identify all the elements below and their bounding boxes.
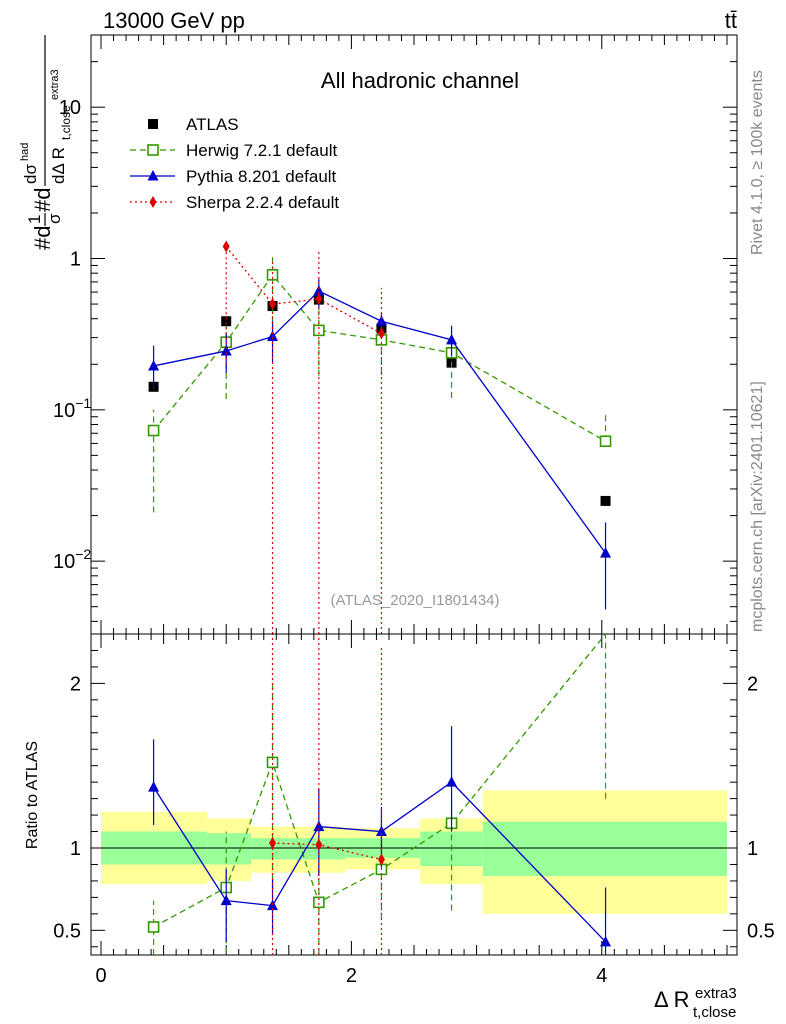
- main-sherpa-point: [377, 327, 385, 340]
- main-atlas-point: [221, 316, 232, 327]
- x-axis-label-main: Δ R: [654, 987, 689, 1012]
- main-pythia-point: [313, 284, 325, 296]
- main-pythia-point: [148, 359, 160, 371]
- ratio-panel: 0.5 0.5 1 1 2 2 0 2 4 Ratio to ATLAS Δ R extra3 …: [24, 633, 775, 1021]
- ratio-pythia-point: [148, 781, 160, 792]
- ratio-y-tick-label: 1: [70, 838, 81, 860]
- x-tick-label: 4: [596, 965, 607, 987]
- main-herwig-point: [266, 269, 279, 281]
- svg-text:σ: σ: [45, 213, 64, 224]
- band-green: [251, 838, 346, 860]
- x-tick-label: 2: [346, 965, 357, 987]
- main-panel: 10−2 10−1 1 10 All hadronic channel (ATLAS_…: [19, 34, 738, 635]
- legend-marker: [149, 196, 157, 208]
- ratio-pythia-point: [220, 894, 232, 906]
- legend-marker: [148, 119, 158, 129]
- x-tick-label: 0: [95, 965, 106, 987]
- main-pythia-point: [267, 330, 279, 342]
- main-herwig-point: [147, 424, 160, 437]
- main-sherpa-point: [315, 293, 323, 306]
- side-label-mcplots: mcplots.cern.ch [arXiv:2401.10621]: [749, 381, 766, 632]
- legend-label: Sherpa 2.2.4 default: [186, 193, 339, 212]
- ratio-series-layer: [147, 633, 612, 955]
- main-axis-ticks: 10−2 10−1 1 10: [53, 34, 737, 634]
- ratio-y-tick-label-right: 0.5: [747, 920, 775, 942]
- ratio-pythia-point: [313, 820, 325, 832]
- main-pythia-point: [446, 333, 458, 345]
- main-y-axis-label: #d 1 σ #d dσ had dΔ R t,close extra3: [19, 35, 73, 250]
- ratio-pythia-point: [600, 935, 612, 947]
- watermark: (ATLAS_2020_I1801434): [330, 592, 499, 609]
- ratio-pythia-point: [446, 776, 458, 787]
- main-pythia-point: [220, 344, 232, 356]
- legend: ATLAS Herwig 7.2.1 default Pythia 8.201 de…: [130, 115, 339, 212]
- main-pythia-point: [375, 315, 387, 326]
- legend-label: Herwig 7.2.1 default: [186, 141, 337, 160]
- legend-label: ATLAS: [186, 115, 239, 134]
- legend-marker: [147, 170, 159, 181]
- side-label-rivet: Rivet 4.1.0, ≥ 100k events: [749, 70, 766, 255]
- y-tick-label: 10: [59, 97, 81, 119]
- svg-text:had: had: [19, 143, 31, 161]
- ratio-sherpa-point: [315, 838, 323, 851]
- svg-text:1: 1: [25, 215, 44, 224]
- ratio-herwig-point: [266, 756, 279, 769]
- svg-text:t,close: t,close: [59, 105, 73, 140]
- ratio-y-tick-label: 2: [70, 673, 81, 695]
- svg-text:dΔ R: dΔ R: [49, 147, 68, 184]
- ratio-herwig-point: [147, 921, 160, 933]
- ratio-y-tick-label: 0.5: [53, 920, 81, 942]
- main-herwig-point: [313, 324, 325, 337]
- ratio-herwig-point: [313, 896, 325, 909]
- ratio-axis-ticks: 0.5 0.5 1 1 2 2 0 2 4: [53, 634, 775, 987]
- main-sherpa-line: [225, 246, 382, 334]
- legend-label: Pythia 8.201 default: [186, 167, 337, 186]
- main-series-layer: [147, 240, 612, 634]
- main-atlas-point: [600, 495, 611, 506]
- svg-text:extra3: extra3: [49, 69, 61, 100]
- svg-text:dσ: dσ: [21, 164, 40, 184]
- svg-text:#d: #d: [30, 226, 55, 250]
- ratio-pythia-point: [375, 825, 387, 837]
- main-pythia-point: [600, 547, 612, 558]
- main-herwig-point: [599, 435, 612, 448]
- ratio-y-tick-label-right: 2: [747, 673, 758, 695]
- legend-marker: [147, 144, 159, 156]
- main-sherpa-point: [269, 298, 277, 311]
- band-green: [482, 821, 727, 876]
- y-tick-label: 10−2: [53, 546, 91, 573]
- main-herwig-line: [153, 273, 606, 442]
- x-axis-label-sub: t,close: [693, 1004, 736, 1021]
- ratio-y-tick-label-right: 1: [747, 838, 758, 860]
- x-axis-label-sup: extra3: [695, 985, 737, 1002]
- ratio-sherpa-point: [377, 853, 385, 866]
- y-tick-label: 1: [70, 249, 81, 271]
- x-axis-label: Δ R extra3 t,close: [654, 985, 737, 1021]
- y-tick-label: 10−1: [53, 395, 91, 422]
- process-label: tt̄: [725, 8, 737, 33]
- ratio-y-axis-label: Ratio to ATLAS: [24, 741, 41, 849]
- ratio-sherpa-point: [269, 837, 277, 850]
- svg-text:#d: #d: [30, 188, 55, 212]
- energy-label: 13000 GeV pp: [103, 8, 245, 33]
- main-title: All hadronic channel: [321, 68, 519, 93]
- main-sherpa-point: [222, 240, 230, 253]
